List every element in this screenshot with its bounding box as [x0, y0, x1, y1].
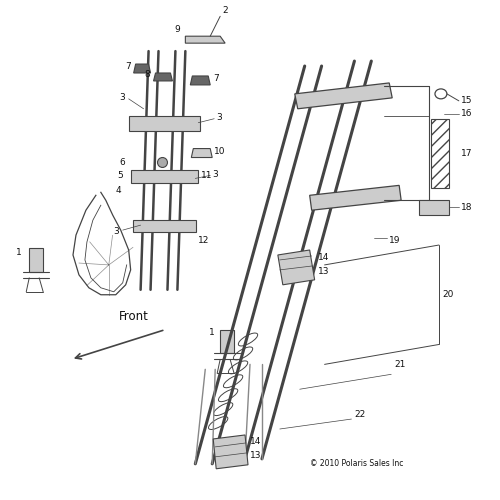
Text: 3: 3 — [119, 94, 124, 102]
Text: 13: 13 — [250, 452, 262, 460]
Polygon shape — [295, 83, 392, 109]
Polygon shape — [419, 200, 449, 215]
Text: 11: 11 — [202, 171, 213, 180]
Polygon shape — [220, 330, 234, 353]
Ellipse shape — [158, 158, 168, 168]
Text: 21: 21 — [394, 360, 406, 369]
Polygon shape — [128, 116, 200, 130]
Text: 7: 7 — [213, 74, 219, 84]
Text: 4: 4 — [115, 186, 120, 195]
Polygon shape — [29, 248, 43, 272]
Polygon shape — [186, 36, 225, 43]
Text: 18: 18 — [461, 202, 472, 211]
Text: © 2010 Polaris Sales Inc: © 2010 Polaris Sales Inc — [310, 459, 403, 468]
Text: 16: 16 — [461, 110, 472, 118]
Polygon shape — [130, 170, 198, 183]
Text: 6: 6 — [119, 158, 124, 167]
Polygon shape — [190, 76, 210, 85]
Text: 12: 12 — [198, 236, 209, 244]
Text: 3: 3 — [216, 113, 222, 122]
Polygon shape — [192, 148, 212, 158]
Polygon shape — [310, 186, 401, 210]
Polygon shape — [154, 73, 172, 81]
Text: 7: 7 — [125, 62, 130, 70]
Text: 19: 19 — [389, 236, 400, 244]
Text: Front: Front — [118, 310, 148, 322]
Text: 2: 2 — [222, 6, 228, 16]
Polygon shape — [278, 250, 314, 285]
Text: 13: 13 — [318, 268, 329, 276]
Text: 5: 5 — [117, 171, 122, 180]
Polygon shape — [213, 435, 248, 469]
Text: 15: 15 — [461, 96, 472, 106]
Text: 14: 14 — [318, 254, 329, 262]
Text: 17: 17 — [461, 149, 472, 158]
Text: 9: 9 — [174, 25, 180, 34]
Text: 1: 1 — [16, 248, 22, 257]
Text: 14: 14 — [250, 438, 262, 446]
Text: 3: 3 — [212, 170, 218, 179]
Polygon shape — [134, 64, 150, 73]
Text: 3: 3 — [113, 226, 118, 235]
Text: 10: 10 — [214, 147, 226, 156]
Bar — [431, 118, 449, 188]
Text: 8: 8 — [145, 70, 150, 80]
Text: 1: 1 — [210, 328, 215, 336]
Polygon shape — [132, 220, 196, 232]
Text: 20: 20 — [442, 290, 454, 299]
Text: 22: 22 — [354, 410, 366, 418]
